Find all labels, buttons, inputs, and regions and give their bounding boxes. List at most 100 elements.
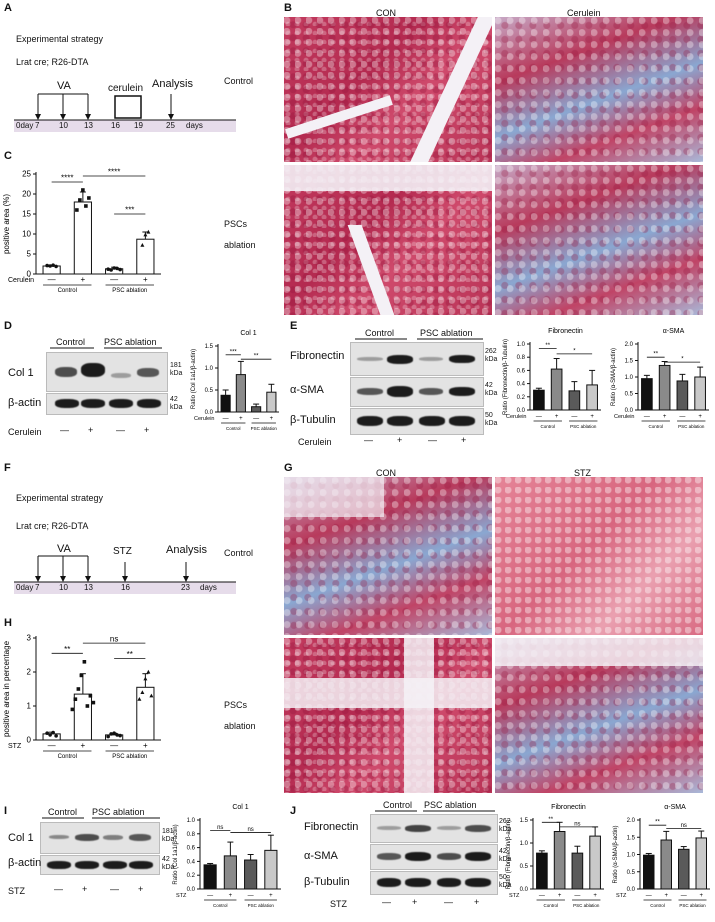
x-sign-label: — — [48, 275, 56, 284]
x-sign-label: — — [679, 414, 685, 420]
group-label: Control — [213, 903, 228, 908]
chart-i: Col 1 Ratio (Col 1a1/β-actin) 0.0 0.2 0.4 0.6… — [173, 804, 281, 908]
bar — [694, 376, 706, 411]
y-tick-label: 0.0 — [205, 410, 214, 416]
timeline-tick: 16 — [111, 121, 120, 130]
chart-e-asma: α-SMA Ratio (α-SMA/β-actin) 0.0 0.5 1.0 1.5 2.… — [611, 328, 709, 429]
group-label-control-d: Control — [56, 337, 86, 347]
kda-label: kDa — [170, 404, 183, 411]
western-blot-col1-i — [40, 822, 160, 854]
group-label-psc-j: PSC ablation — [424, 800, 477, 810]
timeline-f — [14, 555, 236, 594]
y-axis-label: Ratio (α-SMA/β-actin) — [613, 826, 619, 884]
panel-letter-a: A — [4, 2, 12, 14]
x-sign-label: — — [223, 416, 229, 422]
bar — [264, 849, 278, 890]
kda-label: 262 — [499, 818, 511, 825]
x-sign-label: + — [593, 893, 597, 899]
bar — [536, 852, 548, 890]
data-point — [115, 733, 119, 737]
kda-label: kDa — [485, 420, 498, 427]
chart-title: Fibronectin — [551, 804, 586, 811]
y-tick-label: 0.4 — [517, 382, 526, 388]
bar — [136, 238, 155, 275]
timeline-tick: 25 — [166, 121, 175, 130]
bar — [678, 848, 690, 890]
label-va-f: VA — [57, 543, 71, 555]
kda-label: 42 — [170, 396, 178, 403]
group-label: PSC ablation — [679, 903, 706, 908]
significance-label: *** — [125, 206, 134, 215]
treatment-label: Cerulein — [614, 414, 634, 420]
group-label: Control — [648, 424, 663, 429]
timeline-tick: 10 — [59, 121, 68, 130]
panel-letter-d: D — [4, 320, 12, 332]
row-label-control-g: Control — [224, 548, 254, 558]
treatment-label: Cerulein — [8, 277, 34, 284]
group-label-psc-i: PSC ablation — [92, 807, 145, 817]
bar — [676, 380, 689, 411]
bar — [571, 852, 584, 890]
label-treatment-a: cerulein — [108, 83, 144, 94]
bar — [550, 368, 563, 411]
treatment-label-e: Cerulein — [298, 437, 332, 447]
y-tick-label: 0.0 — [187, 887, 196, 893]
y-tick-label: 0.8 — [517, 355, 526, 361]
x-sign-label: — — [539, 893, 545, 899]
x-sign-label: + — [143, 275, 148, 284]
data-point — [51, 730, 55, 735]
data-point — [146, 229, 151, 234]
data-point — [76, 687, 81, 691]
chart-h: positive area in percentage 0 1 2 3 — + — + STZ Co… — [2, 634, 161, 760]
western-blot-actin-d — [46, 393, 168, 415]
bar — [223, 855, 237, 890]
panel-letter-e: E — [290, 320, 298, 332]
micrograph-g-ablation-treat — [495, 638, 703, 793]
treatment-label-d: Cerulein — [8, 427, 42, 437]
significance-label: **** — [61, 174, 73, 183]
bar — [641, 378, 653, 411]
x-sign-label: + — [558, 893, 562, 899]
data-point — [112, 731, 116, 735]
y-axis-label: Ratio (Fibronectin/β-Tubulin) — [503, 339, 509, 415]
sign-label: — — [110, 884, 119, 894]
data-point — [45, 731, 49, 735]
data-point — [112, 266, 116, 270]
treatment-label-i: STZ — [8, 886, 25, 896]
western-blot-fibronectin-j — [370, 814, 498, 843]
treatment-label: STZ — [616, 893, 627, 899]
significance-label: ns — [217, 825, 223, 831]
bar — [73, 201, 92, 275]
significance-label: ns — [110, 635, 118, 644]
kda-label: kDa — [485, 356, 498, 363]
group-underline-i — [42, 817, 160, 819]
y-tick-label: 2 — [27, 668, 32, 677]
micrograph-b-ablation-treat — [495, 165, 703, 315]
data-point — [149, 693, 154, 698]
group-underline-e — [355, 338, 483, 340]
x-sign-label: — — [681, 893, 687, 899]
y-tick-label: 1.0 — [520, 841, 529, 847]
y-tick-label: 0.6 — [187, 846, 196, 852]
data-point — [73, 697, 78, 701]
data-point — [54, 734, 58, 738]
y-tick-label: 1.0 — [205, 366, 214, 372]
chart-e-fibronectin: Fibronectin Ratio (Fibronectin/β-Tubulin)… — [503, 328, 601, 429]
treatment-label: Cerulein — [194, 416, 214, 422]
y-tick-label: 1 — [27, 702, 32, 711]
y-tick-label: 0 — [27, 736, 32, 745]
band-label-tubulin-e: β-Tubulin — [290, 414, 336, 426]
y-tick-label: 0.5 — [205, 388, 214, 394]
row-label-ablation-b: ablation — [224, 240, 256, 250]
sign-label: + — [88, 425, 94, 435]
timeline-a — [14, 93, 236, 132]
timeline-tick: 13 — [84, 121, 93, 130]
data-point — [143, 676, 148, 681]
kda-label: 50 — [499, 874, 507, 881]
y-tick-label: 1.0 — [517, 342, 526, 348]
panel-letter-f: F — [4, 462, 11, 474]
kda-label: kDa — [499, 826, 512, 833]
data-point — [81, 188, 85, 192]
chart-j-fibronectin: Fibronectin Ratio (Fibronectin/β-actin) 0.… — [506, 804, 604, 908]
label-va-a: VA — [57, 80, 71, 92]
